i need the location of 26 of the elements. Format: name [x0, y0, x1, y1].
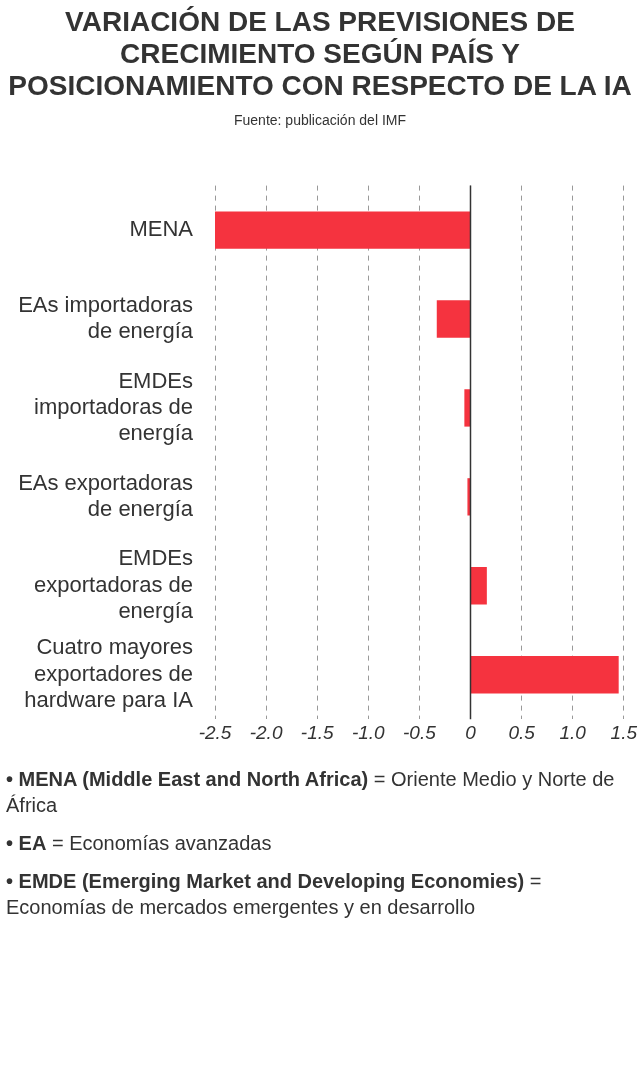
y-tick-label: MENA	[129, 216, 194, 242]
x-tick-label: 1.5	[610, 721, 638, 743]
bar	[471, 656, 619, 694]
bar	[436, 300, 470, 338]
y-tick-label: EAs exportadoras de energía	[18, 469, 194, 522]
y-tick-label: EAs importadoras de energía	[18, 291, 194, 344]
bar	[467, 478, 470, 516]
y-tick-label: EMDEs exportadoras de energía	[34, 545, 194, 624]
x-tick-label: -1.5	[300, 721, 334, 743]
bar	[464, 389, 470, 427]
x-tick-label: 1.0	[559, 721, 587, 743]
bar	[215, 211, 470, 249]
chart-subtitle: Fuente: publicación del IMF	[233, 112, 407, 128]
y-tick-label: Cuatro mayores exportadores de hardware para IA	[24, 634, 194, 713]
bar	[471, 567, 487, 605]
chart-title: VARIACIÓN DE LAS PREVISIONES DE CRECIMIENTO SEGÚN PAÍS Y POSICIONAMIENTO CON RESPECTO DE LA IA	[8, 6, 632, 102]
x-tick-label: 0	[465, 721, 477, 743]
x-tick-label: 0.5	[508, 721, 536, 743]
text: • EA = Economías avanzadas	[6, 831, 272, 856]
text: • EMDE (Emerging Market and Developing Economies) = Economías de mercados emergentes y en desarrollo	[6, 870, 542, 918]
x-tick-label: -2.5	[198, 721, 232, 743]
x-tick-label: -2.0	[249, 721, 283, 743]
x-tick-label: -1.0	[351, 721, 386, 743]
y-tick-label: EMDEs importadoras de energía	[34, 367, 194, 446]
x-tick-label: -0.5	[403, 721, 437, 743]
text: • MENA (Middle East and North Africa) = Oriente Medio y Norte de África	[6, 768, 615, 816]
